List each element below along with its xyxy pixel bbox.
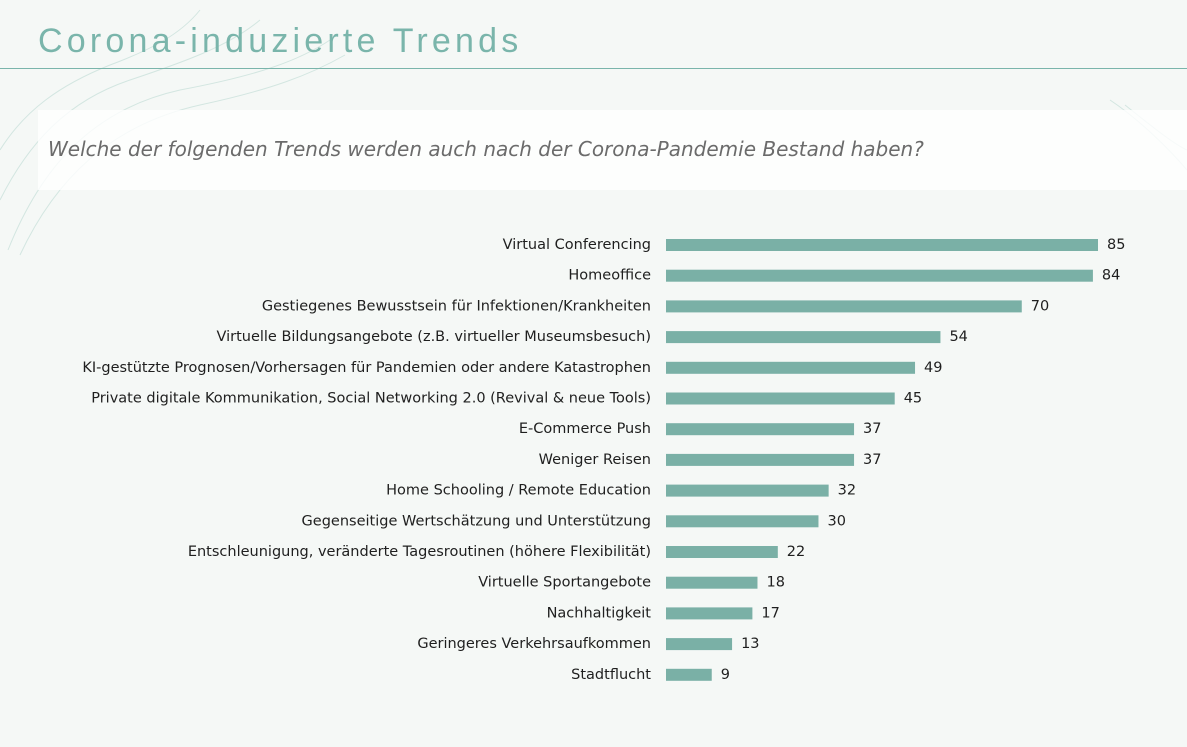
category-label: Geringeres Verkehrsaufkommen [417,636,651,652]
chart-question: Welche der folgenden Trends werden auch … [48,137,924,161]
bar [666,392,895,405]
category-label: Home Schooling / Remote Education [386,483,651,499]
category-label: Private digitale Kommunikation, Social N… [91,391,651,407]
value-label: 32 [838,483,856,499]
value-label: 18 [766,575,784,591]
bar [666,546,778,558]
bar [666,668,712,681]
title-divider [0,68,1187,69]
bar [666,300,1022,313]
value-label: 54 [949,329,967,345]
value-label: 49 [924,360,942,376]
slide-title: Corona-induzierte Trends [38,22,523,60]
bar [666,239,1098,251]
category-label: Virtuelle Bildungsangebote (z.B. virtuel… [216,329,651,345]
value-label: 45 [904,391,922,407]
bar [666,453,855,466]
value-label: 17 [761,605,779,621]
value-label: 13 [741,636,759,652]
bar [666,515,819,528]
category-label: Virtual Conferencing [503,237,651,253]
category-label: Gestiegenes Bewusstsein für Infektionen/… [262,298,651,314]
category-label: Nachhaltigkeit [547,605,652,621]
bar [666,576,758,589]
value-label: 37 [863,452,881,468]
category-label: Virtuelle Sportangebote [478,575,651,591]
category-label: KI-gestützte Prognosen/Vorhersagen für P… [82,360,651,376]
category-label: Homeoffice [568,268,651,284]
bar [666,269,1093,282]
value-label: 85 [1107,237,1125,253]
bar [666,484,829,497]
value-label: 22 [787,544,805,560]
bar [666,423,855,436]
value-label: 37 [863,421,881,437]
category-label: Entschleunigung, veränderte Tagesroutine… [188,544,651,560]
bar [666,331,941,344]
value-label: 84 [1102,268,1120,284]
value-label: 9 [721,667,730,683]
value-label: 30 [827,513,845,529]
bar [666,638,733,651]
category-label: E-Commerce Push [519,421,651,437]
category-label: Gegenseitige Wertschätzung und Unterstüt… [302,513,651,529]
category-label: Weniger Reisen [539,452,651,468]
bar [666,361,916,374]
question-band: Welche der folgenden Trends werden auch … [38,110,1187,190]
bar [666,607,753,620]
value-label: 70 [1031,298,1049,314]
category-label: Stadtflucht [571,667,651,683]
